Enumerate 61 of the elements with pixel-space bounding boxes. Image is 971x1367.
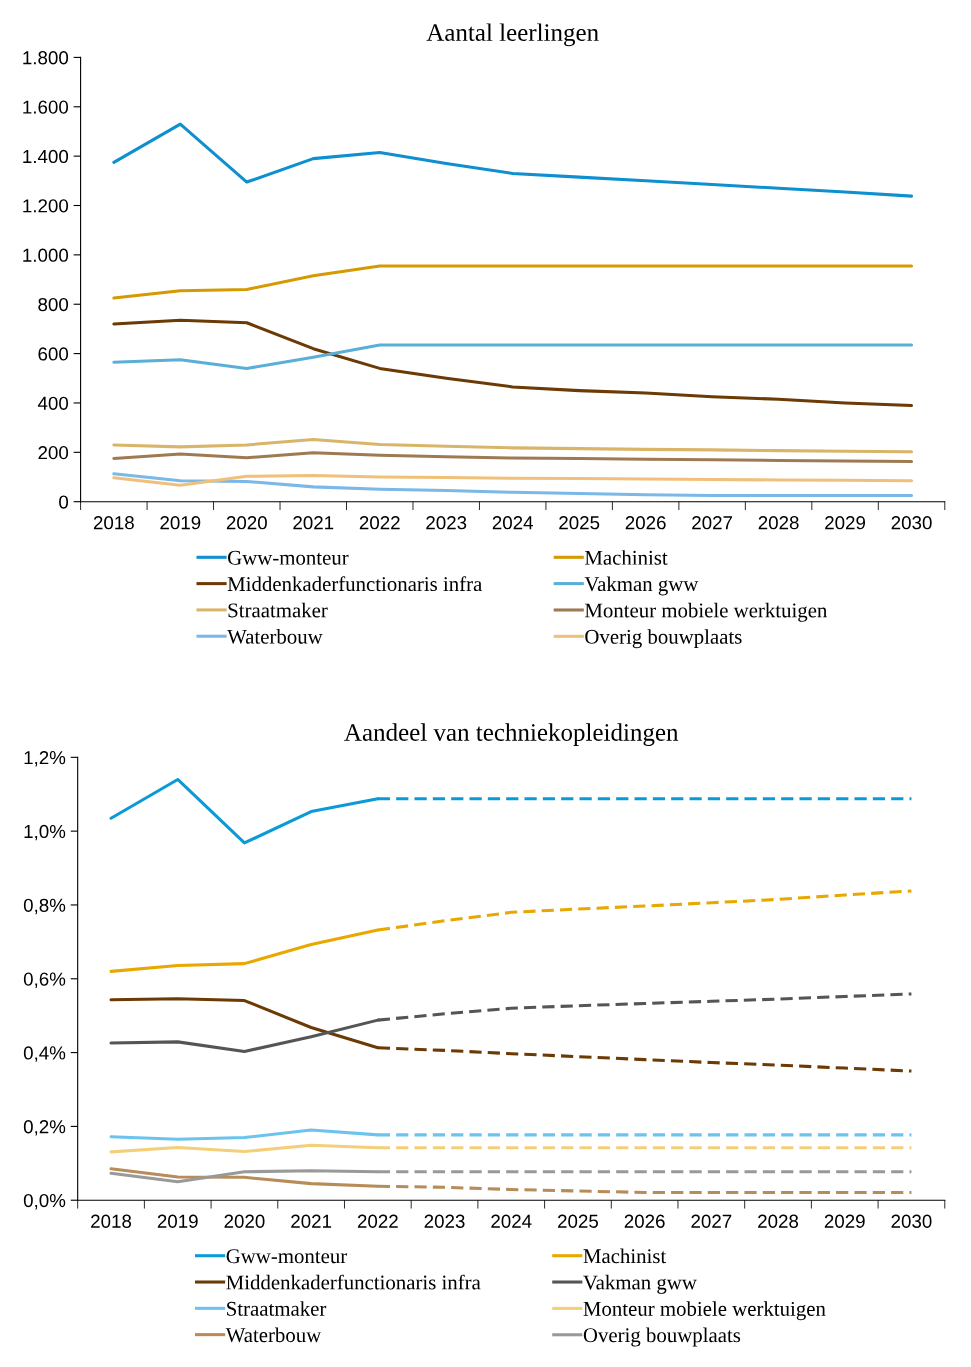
x-tick-label: 2026 [624, 1214, 665, 1228]
y-tick-label: 1,2% [24, 751, 66, 767]
x-tick-label: 2022 [357, 1214, 398, 1228]
x-tick-label: 2028 [758, 516, 799, 530]
x-tick-label: 2024 [491, 1214, 532, 1228]
legend-label: Middenkaderfunctionaris infra [226, 1274, 481, 1290]
x-tick-label: 2019 [160, 516, 201, 530]
x-tick-label: 2023 [424, 1214, 465, 1228]
x-tick-label: 2027 [691, 1214, 732, 1228]
x-tick-label: 2025 [559, 516, 600, 530]
y-tick-label: 600 [38, 347, 69, 361]
y-tick-label: 0,6% [23, 972, 66, 988]
legend-label: Machinist [584, 550, 668, 565]
x-tick-label: 2029 [824, 1214, 865, 1228]
chart-title: Aandeel van techniekopleidingen [344, 723, 679, 747]
x-tick-label: 2027 [692, 516, 733, 530]
y-tick-label: 1.400 [23, 149, 69, 164]
legend-label: Straatmaker [227, 1301, 327, 1316]
y-tick-label: 1.600 [23, 100, 69, 114]
y-tick-label: 0,4% [23, 1046, 66, 1062]
x-tick-label: 2018 [93, 516, 134, 530]
x-tick-label: 2030 [891, 516, 932, 530]
y-tick-label: 1.800 [23, 51, 69, 65]
legend-label: Gww-monteur [228, 550, 349, 565]
x-tick-label: 2019 [157, 1214, 198, 1228]
legend-label: Overig bouwplaats [585, 629, 742, 649]
x-tick-label: 2026 [625, 516, 666, 530]
legend-label: Waterbouw [225, 1327, 322, 1343]
y-tick-label: 0,0% [23, 1193, 66, 1210]
y-tick-label: 400 [37, 396, 69, 410]
legend-label: Gww-monteur [226, 1249, 348, 1264]
legend-label: Monteur mobiele werktuigen [584, 602, 828, 622]
x-tick-label: 2030 [891, 1214, 932, 1228]
x-tick-label: 2029 [825, 516, 866, 530]
y-tick-label: 0 [59, 495, 69, 509]
legend-label: Middenkaderfunctionaris infra [227, 576, 482, 592]
legend-label: Vakman gww [583, 1274, 697, 1294]
y-tick-label: 0,8% [23, 898, 66, 915]
y-tick-label: 0,2% [23, 1120, 66, 1136]
legend-label: Monteur mobiele werktuigen [583, 1301, 826, 1321]
legend-label: Vakman gww [584, 576, 699, 596]
legend-label: Overig bouwplaats [583, 1327, 741, 1347]
y-tick-label: 800 [38, 297, 69, 312]
y-tick-label: 1,0% [24, 824, 66, 841]
x-tick-label: 2020 [224, 1214, 265, 1228]
x-tick-label: 2022 [359, 516, 400, 530]
x-tick-label: 2023 [426, 516, 467, 530]
y-tick-label: 1.200 [23, 199, 69, 213]
y-tick-label: 200 [38, 446, 69, 460]
chart-title: Aantal leerlingen [426, 23, 599, 47]
x-tick-label: 2021 [291, 1214, 332, 1228]
x-tick-label: 2025 [558, 1214, 598, 1228]
x-tick-label: 2018 [91, 1214, 132, 1228]
legend-label: Straatmaker [228, 602, 328, 618]
x-tick-label: 2020 [226, 516, 267, 530]
y-tick-label: 1.000 [23, 248, 69, 262]
x-tick-label: 2028 [758, 1214, 799, 1228]
legend-label: Machinist [583, 1248, 667, 1264]
legend-label: Waterbouw [227, 629, 323, 644]
x-tick-label: 2024 [492, 516, 533, 530]
x-tick-label: 2021 [293, 516, 334, 530]
